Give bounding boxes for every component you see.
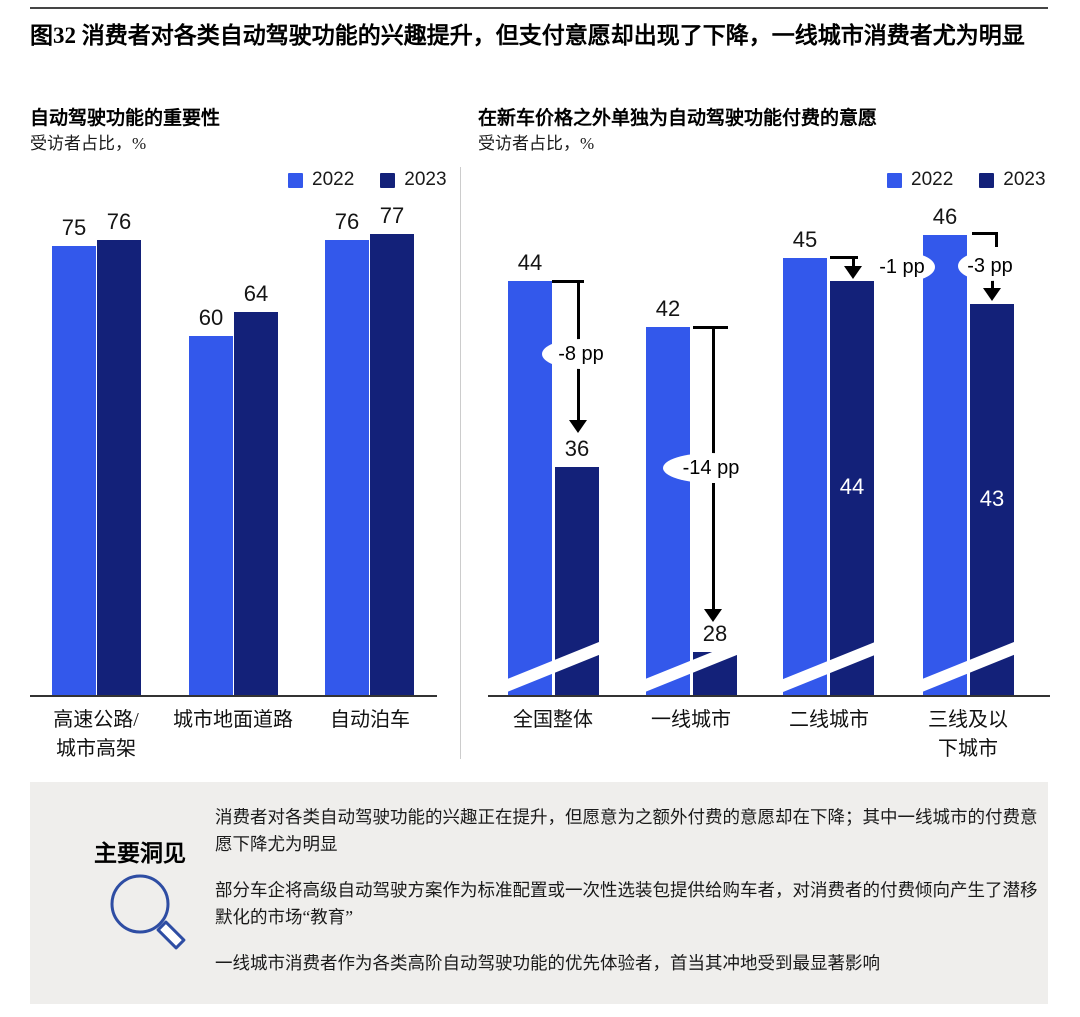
right-x-label-2: 二线城市 <box>789 709 869 731</box>
value-2022-2: 45 <box>792 227 818 252</box>
value-2022-3: 46 <box>932 204 958 229</box>
bar-2022-3 <box>923 235 967 696</box>
insight-bullet-3: 一线城市消费者作为各类高阶自动驾驶功能的优先体验者，首当其冲地受到最显著影响 <box>215 953 880 973</box>
insights-text: 消费者对各类自动驾驶功能的兴趣正在提升，但愿意为之额外付费的意愿却在下降；其中一… <box>215 804 1045 977</box>
right-chart-title: 在新车价格之外单独为自动驾驶功能付费的意愿 <box>478 108 878 129</box>
left-x-axis <box>30 695 437 697</box>
insight-bullet-2: 部分车企将高级自动驾驶方案作为标准配置或一次性选装包提供给购车者，对消费者的付费… <box>215 880 1038 927</box>
bracket-3 <box>972 232 998 235</box>
legend-label-2022: 2022 <box>312 169 355 190</box>
right-chart-subtitle: 受访者占比，% <box>478 134 595 153</box>
right-chart-legend: 2022 2023 <box>887 169 1046 191</box>
chart-divider <box>460 167 461 759</box>
bar-2022-1 <box>646 327 690 696</box>
bracket-2 <box>830 256 858 259</box>
bar-2022-2 <box>783 258 827 696</box>
drop-arrow-3-head <box>983 288 1001 301</box>
bar-2022-0 <box>52 246 96 696</box>
left-x-label-0: 高速公路/ 城市高架 <box>53 709 139 760</box>
bar-2022-2 <box>325 240 369 696</box>
bar-2023-0 <box>97 240 141 696</box>
value-2023-1: 64 <box>243 281 269 306</box>
value-2022-0: 75 <box>61 215 87 240</box>
insights-heading: 主要洞见 <box>94 841 186 866</box>
legend-swatch-2023 <box>380 172 396 188</box>
change-annotation-3: -3 pp <box>958 251 1022 281</box>
bar-2023-2 <box>830 281 874 696</box>
magnifier-icon <box>110 874 186 950</box>
right-x-label-0: 全国整体 <box>513 709 593 731</box>
insight-bullet-1: 消费者对各类自动驾驶功能的兴趣正在提升，但愿意为之额外付费的意愿却在下降；其中一… <box>215 807 1038 854</box>
left-chart-title: 自动驾驶功能的重要性 <box>30 108 221 129</box>
change-annotation-2: -1 pp <box>869 252 935 282</box>
legend-swatch-2022 <box>288 172 303 188</box>
value-2023-1: 28 <box>702 621 728 646</box>
value-2023-2: 77 <box>379 203 405 228</box>
change-annotation-1: -14 pp <box>663 453 759 483</box>
drop-arrow-2-shaft <box>852 259 855 266</box>
value-2022-1: 42 <box>655 296 681 321</box>
value-2022-2: 76 <box>334 209 360 234</box>
value-2023-3: 43 <box>979 486 1005 511</box>
left-chart-legend: 2022 2023 <box>288 169 447 191</box>
top-rule <box>30 7 1048 9</box>
bracket-stub-3 <box>995 233 998 247</box>
value-2023-0: 76 <box>106 209 132 234</box>
legend-label-2022: 2022 <box>911 169 954 190</box>
left-x-label-2: 自动泊车 <box>330 709 410 731</box>
legend-label-2023: 2023 <box>404 169 447 190</box>
right-x-label-3: 三线及以 下城市 <box>928 709 1008 760</box>
figure-title: 图32 消费者对各类自动驾驶功能的兴趣提升，但支付意愿却出现了下降，一线城市消费… <box>30 23 1025 48</box>
drop-arrow-3-shaft <box>991 279 994 288</box>
bracket-1 <box>693 326 728 329</box>
legend-label-2023: 2023 <box>1003 169 1046 190</box>
bar-2023-1 <box>234 312 278 696</box>
change-annotation-0: -8 pp <box>542 339 620 369</box>
right-x-axis <box>488 695 1050 697</box>
value-2023-0: 36 <box>564 436 590 461</box>
bar-2022-0 <box>508 281 552 696</box>
drop-arrow-1-head <box>704 609 722 622</box>
right-x-label-1: 一线城市 <box>651 709 731 731</box>
drop-arrow-0-head <box>569 420 587 433</box>
legend-swatch-2022 <box>887 172 902 188</box>
bar-2023-3 <box>970 304 1014 696</box>
bar-2023-2 <box>370 234 414 696</box>
left-chart-subtitle: 受访者占比，% <box>30 134 147 153</box>
bracket-0 <box>552 280 584 283</box>
drop-arrow-2-head <box>844 266 862 279</box>
value-2023-2: 44 <box>839 474 865 499</box>
value-2022-0: 44 <box>517 250 543 275</box>
key-insights-panel: 主要洞见 消费者对各类自动驾驶功能的兴趣正在提升，但愿意为之额外付费的意愿却在下… <box>30 782 1048 1004</box>
value-2022-1: 60 <box>198 305 224 330</box>
legend-swatch-2023 <box>979 172 995 188</box>
bar-2022-1 <box>189 336 233 696</box>
left-x-label-1: 城市地面道路 <box>173 709 293 731</box>
